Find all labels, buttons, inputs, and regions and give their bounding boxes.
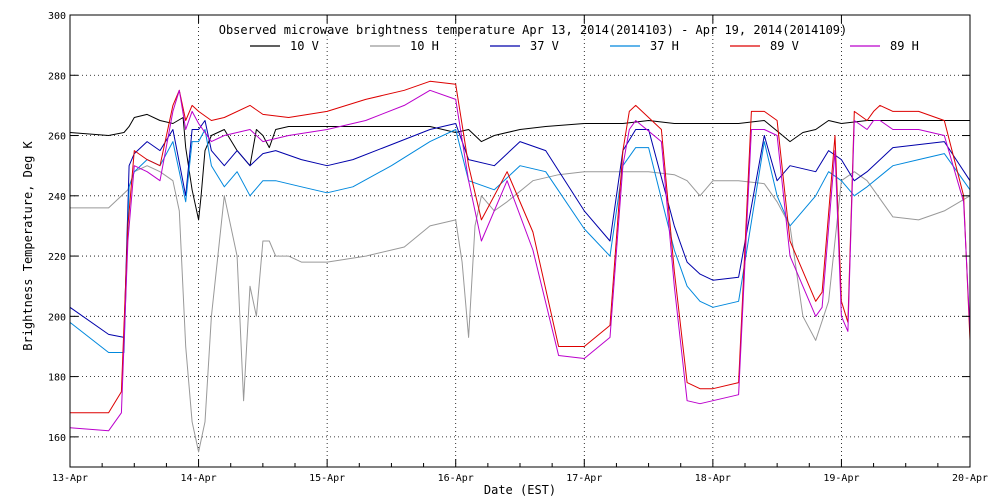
series-line-37-h bbox=[69, 129, 971, 353]
x-tick-label: 16-Apr bbox=[438, 473, 474, 484]
legend-label: 10 H bbox=[410, 39, 439, 53]
legend-label: 37 V bbox=[530, 39, 559, 53]
grid-layer bbox=[70, 15, 970, 467]
y-tick-label: 220 bbox=[48, 252, 66, 263]
series-line-37-v bbox=[69, 120, 971, 338]
x-tick-label: 19-Apr bbox=[823, 473, 859, 484]
y-tick-label: 160 bbox=[48, 433, 66, 444]
series-layer bbox=[69, 80, 971, 453]
legend-label: 89 H bbox=[890, 39, 919, 53]
x-tick-label: 15-Apr bbox=[309, 473, 345, 484]
legend-label: 89 V bbox=[770, 39, 799, 53]
legend-label: 10 V bbox=[290, 39, 319, 53]
x-tick-label: 14-Apr bbox=[181, 473, 217, 484]
tick-layer: 160 180 200 220 240 260 280 300 13-Apr 14-Apr 15-A… bbox=[48, 11, 988, 484]
y-tick-label: 240 bbox=[48, 192, 66, 203]
x-axis-label: Date (EST) bbox=[484, 483, 556, 497]
y-tick-label: 300 bbox=[48, 11, 66, 22]
x-tick-label: 13-Apr bbox=[52, 473, 88, 484]
x-tick-label: 17-Apr bbox=[566, 473, 602, 484]
y-tick-label: 180 bbox=[48, 373, 66, 384]
y-tick-label: 200 bbox=[48, 312, 66, 323]
series-line-10-h bbox=[70, 165, 971, 453]
y-tick-label: 260 bbox=[48, 132, 66, 143]
chart-title: Observed microwave brightness temperatur… bbox=[219, 23, 848, 37]
x-tick-label: 20-Apr bbox=[952, 473, 988, 484]
y-tick-label: 280 bbox=[48, 71, 66, 82]
legend: 10 V 10 H 37 V 37 H 89 V 89 H bbox=[250, 39, 919, 53]
legend-label: 37 H bbox=[650, 39, 679, 53]
series-line-89-v bbox=[70, 80, 971, 414]
x-tick-label: 18-Apr bbox=[695, 473, 731, 484]
series-line-89-h bbox=[69, 89, 971, 432]
y-axis-label: Brightness Temperature, Deg K bbox=[21, 140, 35, 350]
series-line-10-v bbox=[69, 113, 970, 221]
